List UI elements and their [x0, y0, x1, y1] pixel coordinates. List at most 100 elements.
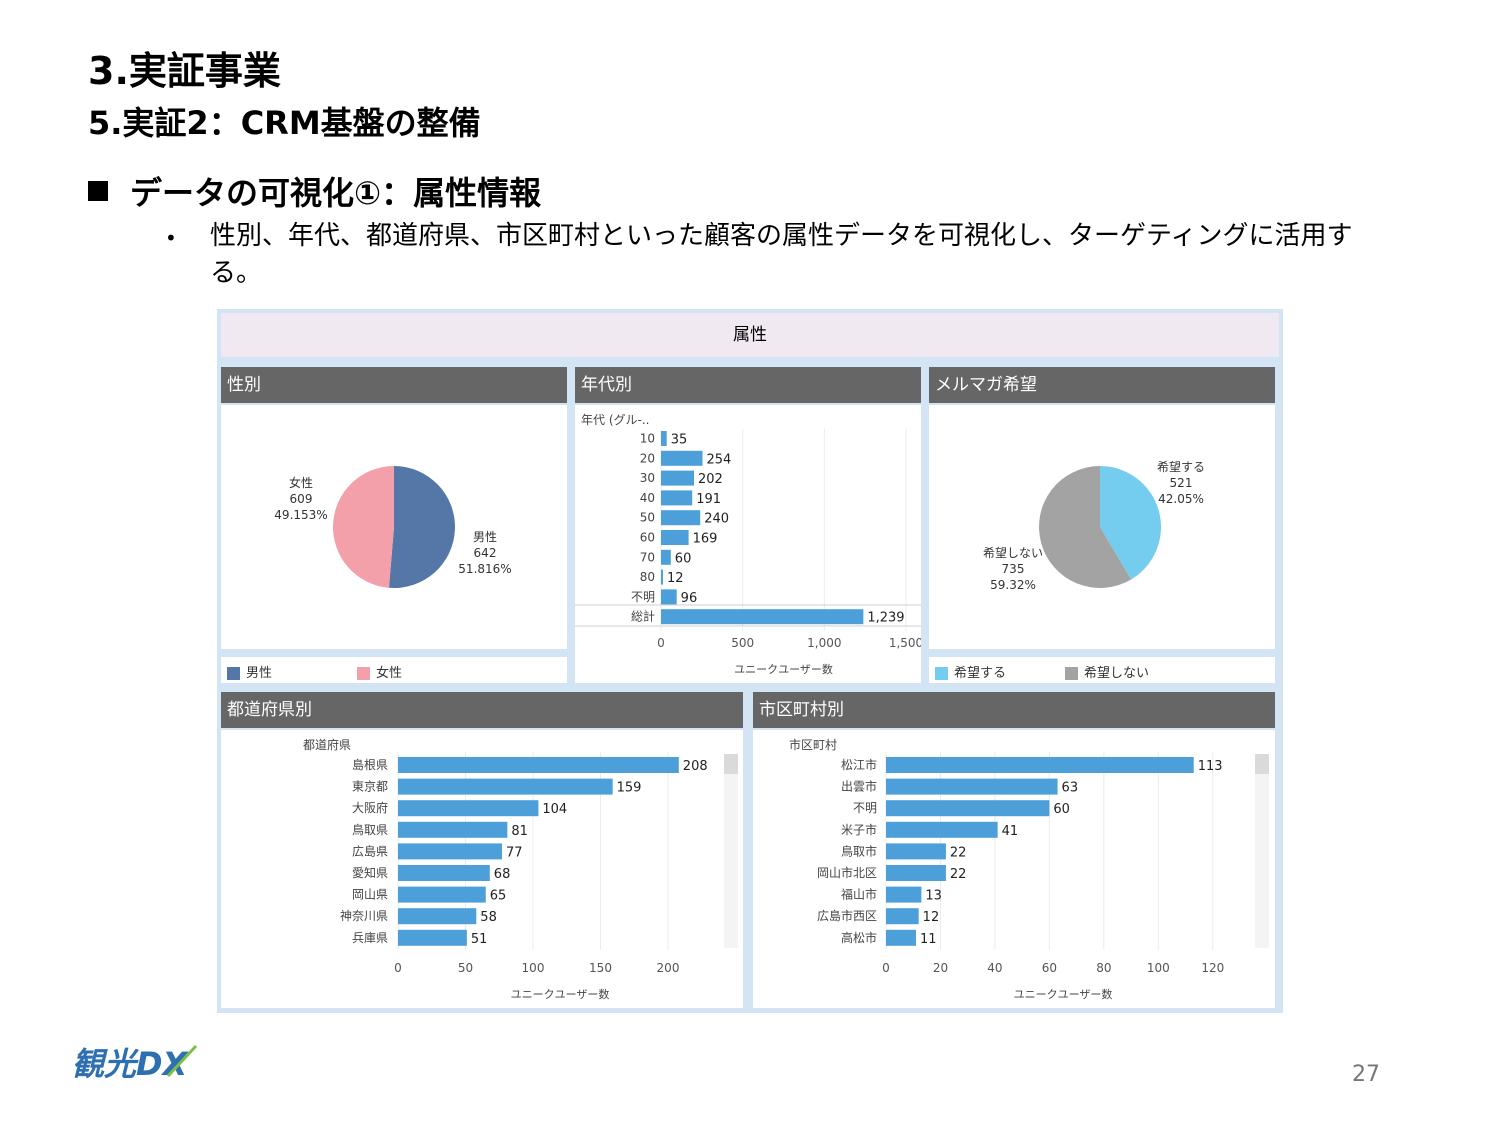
bar — [661, 589, 677, 605]
slice-label: 男性 — [473, 530, 497, 544]
category-label: 米子市 — [841, 822, 877, 837]
scrollbar-track — [724, 754, 738, 948]
category-label: 島根県 — [352, 757, 388, 772]
bar-value-label: 13 — [925, 889, 942, 904]
slice-value: 735 — [1002, 562, 1025, 576]
slice-value: 642 — [474, 546, 497, 560]
category-label: 不明 — [853, 801, 877, 815]
pie-slice — [1100, 466, 1161, 580]
category-label: 神奈川県 — [340, 909, 388, 923]
want-swatch-icon — [935, 667, 948, 680]
x-axis-label: ユニークユーザー数 — [734, 663, 833, 676]
legend-item-nowant[interactable]: 希望しない — [1065, 662, 1149, 681]
pref-panel-title: 都道府県別 — [221, 692, 743, 728]
slice-pct: 51.816% — [458, 562, 511, 576]
category-label: 出雲市 — [841, 779, 877, 794]
bar — [661, 609, 864, 625]
x-tick-label: 1,000 — [807, 636, 841, 650]
female-swatch-icon — [357, 667, 370, 680]
slice-value: 521 — [1170, 476, 1193, 490]
section-heading-text: データの可視化①：属性情報 — [130, 174, 542, 212]
bar — [886, 886, 922, 903]
bar — [886, 865, 946, 881]
category-label: 10 — [640, 432, 655, 446]
bar-value-label: 208 — [683, 759, 708, 774]
x-tick-label: 80 — [1096, 961, 1111, 975]
dashboard-header: 属性 — [221, 313, 1279, 357]
x-tick-label: 150 — [589, 961, 612, 975]
bar — [661, 530, 689, 545]
x-tick-label: 20 — [933, 961, 948, 975]
bar-value-label: 60 — [675, 551, 692, 566]
bar-value-label: 35 — [671, 433, 688, 448]
bar — [661, 470, 694, 486]
legend-item-want[interactable]: 希望する — [935, 662, 1006, 681]
category-label: 総計 — [631, 609, 655, 624]
legend-label: 女性 — [376, 666, 403, 681]
bar — [661, 490, 693, 506]
x-tick-label: 0 — [394, 961, 402, 975]
pie-slice — [388, 466, 456, 588]
bar — [398, 778, 613, 795]
gender-legend: 男性 女性 — [221, 657, 567, 683]
logo-text: 観光DX — [72, 1045, 189, 1083]
bar-value-label: 51 — [471, 932, 488, 947]
scrollbar-thumb — [1255, 754, 1269, 774]
category-label: 福山市 — [841, 887, 877, 902]
city-bar-chart: 市区町村 0 20 40 60 80 100 120 ユニークユーザー数 松江市 113 出雲市 63 不… — [789, 737, 1269, 1001]
category-label: 80 — [640, 570, 655, 584]
bullet-text: 性別、年代、都道府県、市区町村といった顧客の属性データを可視化し、ターゲティング… — [210, 221, 1353, 288]
legend-item-female[interactable]: 女性 — [357, 662, 402, 681]
category-label: 20 — [640, 451, 655, 465]
bar-value-label: 12 — [667, 571, 684, 586]
mail-panel-title: メルマガ希望 — [929, 367, 1275, 403]
category-label: 50 — [640, 511, 655, 525]
x-axis-label: ユニークユーザー数 — [1014, 988, 1113, 1001]
gender-panel: 男性 642 51.816% 女性 609 49.153% — [221, 405, 567, 649]
bar — [886, 929, 916, 946]
gender-pie-chart: 男性 642 51.816% 女性 609 49.153% — [274, 466, 512, 588]
bar-value-label: 77 — [506, 845, 523, 860]
mail-legend: 希望する 希望しない — [929, 657, 1275, 683]
bar-value-label: 41 — [1002, 824, 1019, 839]
bar — [398, 821, 508, 838]
legend-item-male[interactable]: 男性 — [227, 662, 272, 681]
pie-slice — [1039, 466, 1132, 588]
pref-panel: 都道府県 0 50 100 150 200 ユニークユーザー数 島根県 208 東京都 159 大阪府… — [221, 730, 743, 1008]
bar — [886, 778, 1058, 795]
slice-label: 希望しない — [983, 545, 1043, 560]
mail-panel: 希望する 521 42.05% 希望しない 735 59.32% — [929, 405, 1275, 649]
bar — [398, 757, 679, 773]
bar — [661, 431, 667, 446]
bar — [398, 843, 502, 860]
bar — [886, 843, 946, 860]
bar-value-label: 191 — [696, 492, 721, 507]
slice-label: 希望する — [1157, 459, 1205, 474]
bar — [398, 929, 467, 946]
x-tick-label: 100 — [522, 961, 545, 975]
bar — [661, 510, 701, 526]
bar — [661, 549, 671, 565]
bar-value-label: 22 — [950, 867, 967, 882]
bar — [886, 800, 1050, 817]
bar-value-label: 12 — [923, 910, 940, 925]
scrollbar-thumb — [724, 754, 738, 774]
category-label: 広島県 — [352, 843, 388, 858]
category-label: 40 — [640, 491, 655, 505]
bar — [886, 757, 1194, 773]
bar-value-label: 63 — [1062, 781, 1079, 796]
category-label: 60 — [640, 531, 655, 545]
bar-value-label: 60 — [1053, 802, 1070, 817]
category-label: 不明 — [631, 590, 655, 604]
category-label: 岡山市北区 — [817, 865, 877, 880]
category-label: 大阪府 — [352, 800, 388, 815]
bar-value-label: 22 — [950, 845, 967, 860]
page-number: 27 — [1352, 1062, 1380, 1087]
x-tick-label: 40 — [987, 961, 1002, 975]
mail-pie-chart: 希望する 521 42.05% 希望しない 735 59.32% — [983, 459, 1205, 592]
category-label: 東京都 — [352, 780, 388, 794]
bar — [661, 450, 703, 466]
bar-value-label: 169 — [693, 532, 718, 547]
pie-slice — [333, 466, 394, 588]
x-tick-label: 500 — [731, 636, 754, 650]
